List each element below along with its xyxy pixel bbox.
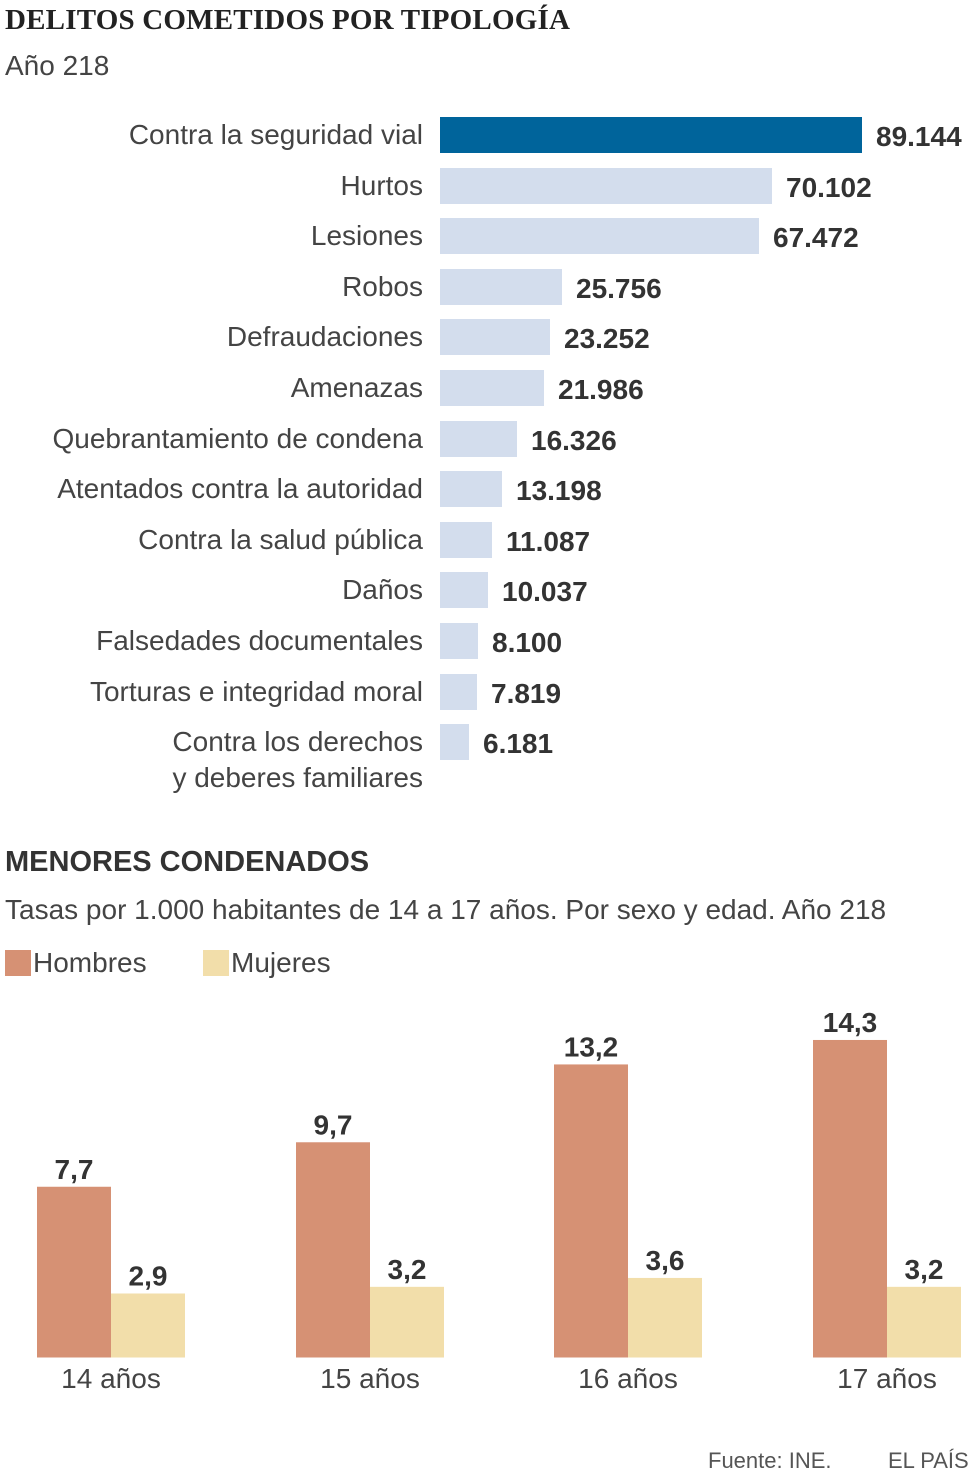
chart2-title: MENORES CONDENADOS [5,846,370,878]
value-label: 14,3 [823,1007,878,1038]
bar [440,572,488,608]
category-label: Daños [342,574,423,605]
value-label: 11.087 [506,526,591,557]
value-label: 3,2 [388,1254,427,1285]
value-label: 16.326 [531,425,617,456]
bar [440,522,492,558]
bar [440,218,759,254]
category-label: Contra la seguridad vial [128,119,423,150]
bar [440,117,862,153]
value-label: 70.102 [786,172,872,203]
category-label: Atentados contra la autoridad [57,473,423,504]
legend-swatch-hombres [5,950,31,976]
category-label: 15 años [320,1363,420,1394]
vbar-chart: 7,7 2,9 14 años 9,7 3,2 15 años 13,2 3,6 16 años… [30,1007,965,1394]
category-label: Lesiones [310,220,423,251]
bar-mujeres [111,1293,185,1358]
bar-hombres [554,1064,628,1358]
brand-label: EL PAÍS [888,1448,969,1473]
legend-label-hombres: Hombres [33,947,147,978]
value-label: 7,7 [55,1154,94,1185]
value-label: 8.100 [492,627,563,658]
category-label: Torturas e integridad moral [89,676,423,707]
chart2-subtitle: Tasas por 1.000 habitantes de 14 a 17 añ… [5,894,887,925]
value-label: 25.756 [576,273,662,304]
value-label: 23.252 [564,323,650,354]
category-label: Defraudaciones [226,321,423,352]
bar [440,168,772,204]
category-label: Contra los derechos y deberes familiares [172,726,423,793]
bar [440,421,517,457]
category-label: Contra la salud pública [138,524,423,555]
legend-label-mujeres: Mujeres [231,947,331,978]
value-label: 10.037 [502,576,588,607]
chart1-title: DELITOS COMETIDOS POR TIPOLOGÍA [5,4,571,36]
bar-hombres [813,1039,887,1358]
category-label: Hurtos [340,170,423,201]
value-label: 67.472 [773,222,859,253]
legend-mujeres: Mujeres [203,946,331,980]
category-label: Quebrantamiento de condena [52,423,424,454]
legend-swatch-mujeres [203,950,229,976]
bar [440,319,550,355]
legend-hombres: Hombres [5,946,147,980]
category-label: 17 años [837,1363,937,1394]
chart1-subtitle: Año 218 [5,50,110,81]
category-label: 14 años [61,1363,161,1394]
value-label: 2,9 [129,1261,168,1292]
bar [440,674,477,710]
category-label: Falsedades documentales [96,625,423,656]
value-label: 89.144 [876,121,962,152]
bar [440,370,544,406]
value-label: 9,7 [314,1109,353,1140]
bar-mujeres [887,1286,961,1358]
value-label: 3,2 [905,1254,944,1285]
bar [440,269,562,305]
bar [440,724,469,760]
bar-mujeres [370,1286,444,1358]
value-label: 13,2 [564,1031,619,1062]
bar-hombres [296,1142,370,1358]
category-label: Robos [342,271,423,302]
bar-mujeres [628,1277,702,1358]
value-label: 3,6 [646,1245,685,1276]
source-note: Fuente: INE. [708,1448,832,1473]
bar [440,623,478,659]
value-label: 13.198 [516,475,602,506]
bar-hombres [37,1186,111,1358]
category-label: 16 años [578,1363,678,1394]
category-label: Amenazas [290,372,423,403]
value-label: 7.819 [491,678,562,709]
value-label: 21.986 [558,374,644,405]
value-label: 6.181 [483,728,554,759]
bar [440,471,502,507]
